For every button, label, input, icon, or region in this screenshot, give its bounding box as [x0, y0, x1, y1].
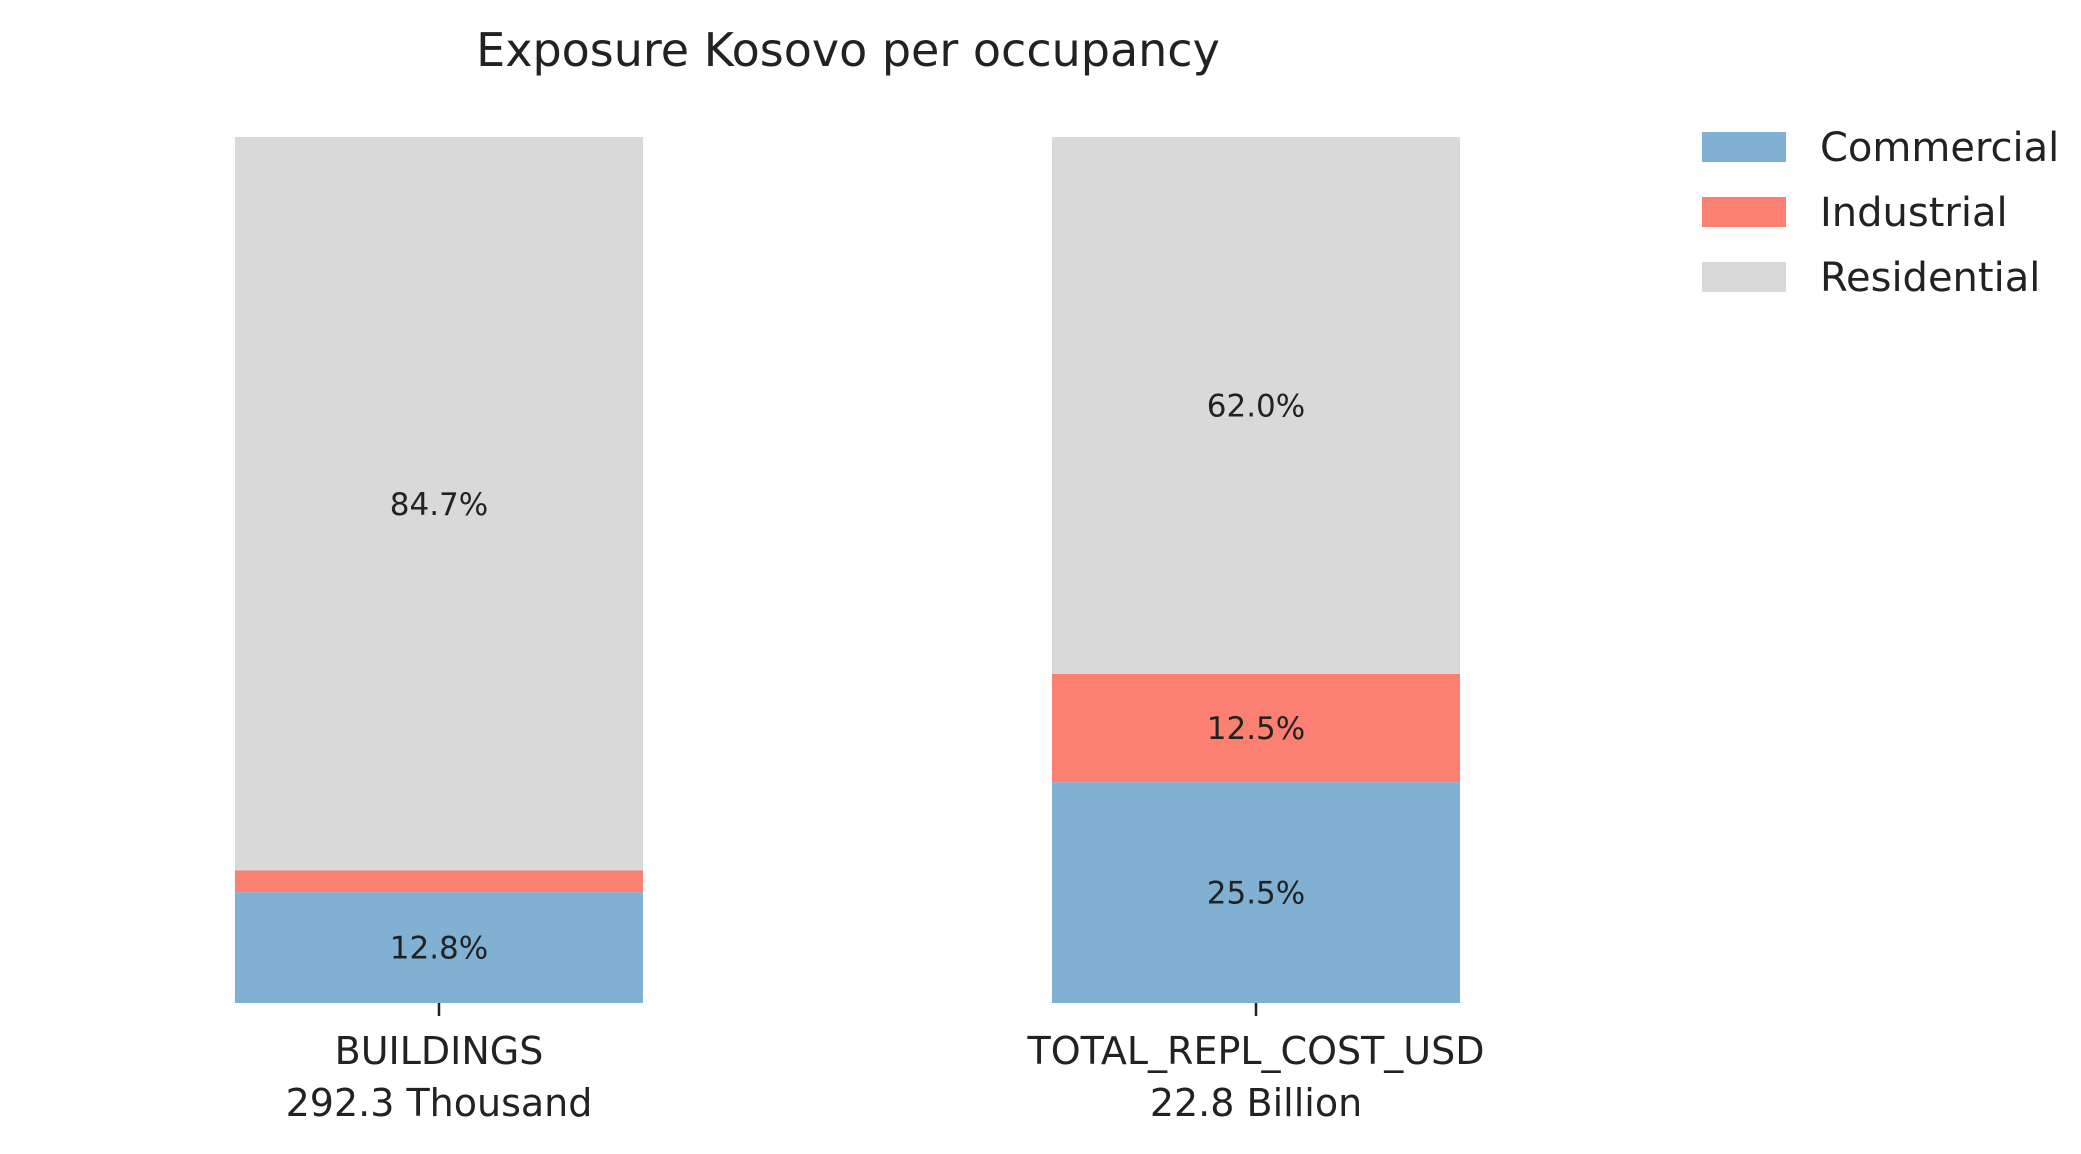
x-tick-label: TOTAL_REPL_COST_USD: [1026, 1029, 1484, 1073]
bar-segment-residential-0: [235, 137, 643, 871]
legend-swatch-residential: [1702, 262, 1786, 292]
bar-value-label: 12.8%: [390, 931, 488, 967]
legend: Commercial Industrial Residential: [1702, 125, 2059, 301]
x-tick-total-label: 22.8 Billion: [1150, 1081, 1362, 1125]
bar-segment-commercial-0: [235, 892, 643, 1003]
bar-value-label: 62.0%: [1207, 388, 1305, 424]
bar-segment-industrial-1: [1052, 673, 1460, 783]
bar-segment-industrial-0: [235, 870, 643, 893]
legend-label-residential: Residential: [1820, 255, 2040, 301]
legend-label-commercial: Commercial: [1820, 125, 2059, 171]
x-tick-label: BUILDINGS: [335, 1029, 544, 1073]
bar-value-label: 25.5%: [1207, 876, 1305, 912]
bars-layer: [235, 137, 1460, 1003]
x-tick-total-label: 292.3 Thousand: [286, 1081, 593, 1125]
bar-value-label: 12.5%: [1207, 711, 1305, 747]
x-axis: BUILDINGS 292.3 Thousand TOTAL_REPL_COST_U…: [286, 1003, 1485, 1125]
bar-segment-residential-1: [1052, 137, 1460, 674]
bar-segment-commercial-1: [1052, 782, 1460, 1003]
bar-labels-layer: 12.8% 84.7% 25.5% 12.5% 62.0%: [390, 388, 1305, 966]
legend-swatch-commercial: [1702, 132, 1786, 162]
legend-label-industrial: Industrial: [1820, 190, 2008, 236]
chart-title: Exposure Kosovo per occupancy: [476, 23, 1220, 77]
legend-swatch-industrial: [1702, 197, 1786, 227]
bar-value-label: 84.7%: [390, 487, 488, 523]
